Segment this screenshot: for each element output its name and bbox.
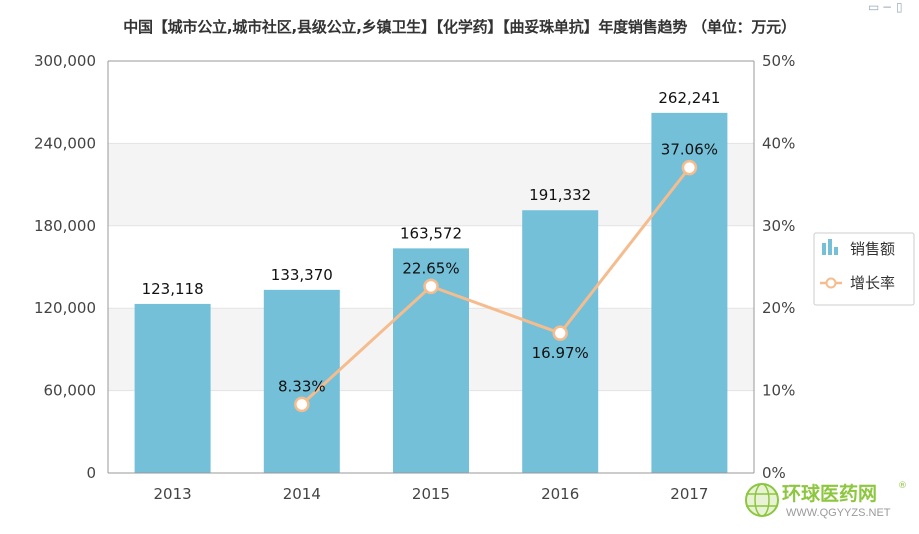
- y-right-tick-label: 10%: [762, 382, 795, 400]
- x-tick-label: 2014: [283, 485, 321, 503]
- y-left-tick-label: 0: [86, 464, 96, 482]
- line-point[interactable]: [423, 278, 439, 295]
- plot-band: [108, 143, 754, 226]
- y-left-tick-label: 240,000: [34, 134, 96, 152]
- legend-item-bar[interactable]: 销售额: [822, 239, 895, 258]
- chart-title: 中国【城市公立,城市社区,县级公立,乡镇卫生】【化学药】【曲妥珠单抗】年度销售趋…: [123, 18, 796, 36]
- tick-labels: 0 60,000 120,000 180,000 240,000 300,000 0% 10%…: [34, 52, 795, 503]
- y-right-tick-label: 0%: [762, 464, 786, 482]
- watermark-text-en: WWW.QGYYZS.NET: [786, 507, 891, 519]
- menu-icon[interactable]: ▯: [896, 0, 903, 14]
- legend-box: [813, 232, 915, 306]
- zoom-icon[interactable]: −: [882, 0, 893, 14]
- y-right-tick-label: 50%: [762, 52, 795, 70]
- watermark-text-cn: 环球医药网: [782, 482, 877, 505]
- x-tick-label: 2017: [670, 485, 708, 503]
- y-left-tick-label: 300,000: [34, 52, 96, 70]
- legend-item-line[interactable]: 增长率: [820, 274, 895, 292]
- line-point[interactable]: [294, 396, 310, 413]
- bar[interactable]: [134, 303, 211, 473]
- y-right-tick-label: 30%: [762, 217, 795, 235]
- data-labels: 123,118 133,370 163,572 191,332 262,241 8.33%…: [142, 89, 721, 396]
- bar[interactable]: [522, 210, 599, 474]
- line-value-label: 22.65%: [402, 259, 459, 277]
- line-value-label: 37.06%: [661, 141, 718, 159]
- legend[interactable]: 销售额 增长率: [813, 232, 915, 306]
- line-marker-icon: [820, 277, 842, 289]
- y-right-tick-label: 40%: [762, 134, 795, 152]
- legend-label-sales: 销售额: [850, 240, 895, 258]
- save-image-icon[interactable]: ▭: [868, 0, 880, 14]
- x-tick-label: 2013: [154, 485, 192, 503]
- bar-value-label: 191,332: [529, 186, 591, 204]
- line-point[interactable]: [681, 159, 698, 176]
- bar-value-label: 163,572: [400, 224, 462, 242]
- bar-value-label: 133,370: [271, 266, 333, 284]
- growth-line[interactable]: [300, 166, 691, 406]
- y-right-tick-label: 20%: [762, 299, 795, 317]
- line-series[interactable]: [294, 159, 698, 413]
- bar-chart-icon: [822, 239, 838, 255]
- globe-logo-icon: [745, 483, 779, 517]
- x-tick-label: 2016: [541, 485, 579, 503]
- x-tick-label: 2015: [412, 485, 450, 503]
- line-point[interactable]: [552, 325, 568, 341]
- line-value-label: 8.33%: [278, 377, 326, 395]
- y-left-tick-label: 120,000: [34, 299, 96, 317]
- y-left-tick-label: 60,000: [44, 382, 97, 400]
- registered-mark: ®: [898, 481, 907, 491]
- bar-value-label: 123,118: [142, 280, 204, 298]
- watermark: 环球医药网 ® WWW.QGYYZS.NET: [745, 481, 907, 519]
- bar-value-label: 262,241: [658, 89, 720, 107]
- y-left-tick-label: 180,000: [34, 217, 96, 235]
- legend-label-growth: 增长率: [850, 274, 895, 292]
- axes: [107, 60, 755, 474]
- line-value-label: 16.97%: [532, 344, 589, 362]
- plot-bands: [108, 143, 754, 391]
